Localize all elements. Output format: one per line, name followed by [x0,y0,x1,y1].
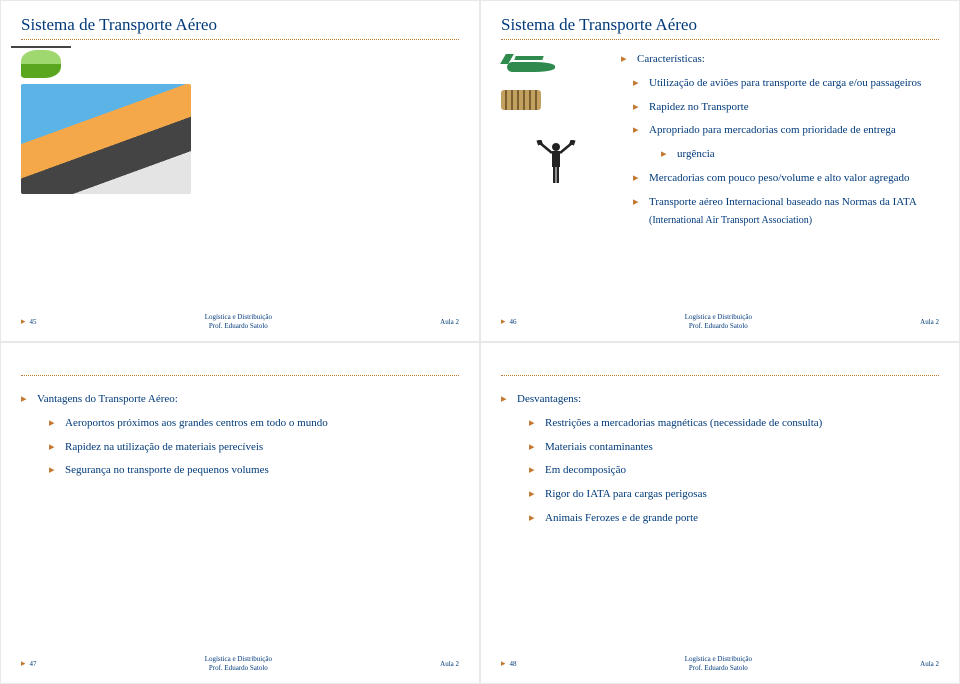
cargo-plane-photo [21,84,191,194]
list-item: Materiais contaminantes [529,438,939,458]
slide-footer: 48 Logística e Distribuição Prof. Eduard… [501,655,939,673]
title-rule [501,375,939,376]
page-number: 45 [21,316,37,327]
footer-center: Logística e Distribuição Prof. Eduardo S… [205,313,272,331]
slide-title: Sistema de Transporte Aéreo [21,15,459,35]
slide-45: Sistema de Transporte Aéreo 45 Logística… [0,0,480,342]
footer-center: Logística e Distribuição Prof. Eduardo S… [685,313,752,331]
list-sub-item: urgência [661,145,939,165]
page-number: 46 [501,316,517,327]
page-number: 48 [501,658,517,669]
title-rule [501,39,939,40]
footer-lesson: Aula 2 [440,318,459,326]
slide-47: Vantagens do Transporte Aéreo: Aeroporto… [0,342,480,684]
page-number: 47 [21,658,37,669]
list-item: Apropriado para mercadorias com priorida… [633,121,939,165]
signalman-icon [536,140,576,188]
slide-footer: 45 Logística e Distribuição Prof. Eduard… [21,313,459,331]
footer-lesson: Aula 2 [920,318,939,326]
advantages-list: Vantagens do Transporte Aéreo: Aeroporto… [21,390,459,481]
footer-center: Logística e Distribuição Prof. Eduardo S… [205,655,272,673]
list-item: Animais Ferozes e de grande porte [529,509,939,529]
iata-note: (International Air Transport Association… [649,215,939,226]
footer-center: Logística e Distribuição Prof. Eduardo S… [685,655,752,673]
list-item: Mercadorias com pouco peso/volume e alto… [633,169,939,189]
title-rule [21,39,459,40]
slide-footer: 47 Logística e Distribuição Prof. Eduard… [21,655,459,673]
list-item: Em decomposição [529,461,939,481]
list-heading: Desvantagens: Restrições a mercadorias m… [501,390,939,529]
crowd-icon [501,90,541,110]
list-item: Rapidez no Transporte [633,98,939,118]
title-rule [21,375,459,376]
green-plane-icon [501,50,561,84]
slide-footer: 46 Logística e Distribuição Prof. Eduard… [501,313,939,331]
disadvantages-list: Desvantagens: Restrições a mercadorias m… [501,390,939,529]
footer-lesson: Aula 2 [440,660,459,668]
list-item: Rigor do IATA para cargas perigosas [529,485,939,505]
slide-48: Desvantagens: Restrições a mercadorias m… [480,342,960,684]
list-item: Rapidez na utilização de materiais perec… [49,438,459,458]
list-item: Restrições a mercadorias magnéticas (nec… [529,414,939,434]
image-row [21,50,459,78]
list-heading: Características: [621,50,939,70]
characteristics-list: Características: [621,50,939,70]
list-item: Transporte aéreo Internacional baseado n… [633,193,939,213]
slide-title: Sistema de Transporte Aéreo [501,15,939,35]
list-heading: Vantagens do Transporte Aéreo: Aeroporto… [21,390,459,481]
list-item: Aeroportos próximos aos grandes centros … [49,414,459,434]
footer-lesson: Aula 2 [920,660,939,668]
helicopter-icon [21,50,61,78]
list-item: Segurança no transporte de pequenos volu… [49,461,459,481]
list-item: Utilização de aviões para transporte de … [633,74,939,94]
slide-46: Sistema de Transporte Aéreo [480,0,960,342]
image-column [501,50,611,188]
